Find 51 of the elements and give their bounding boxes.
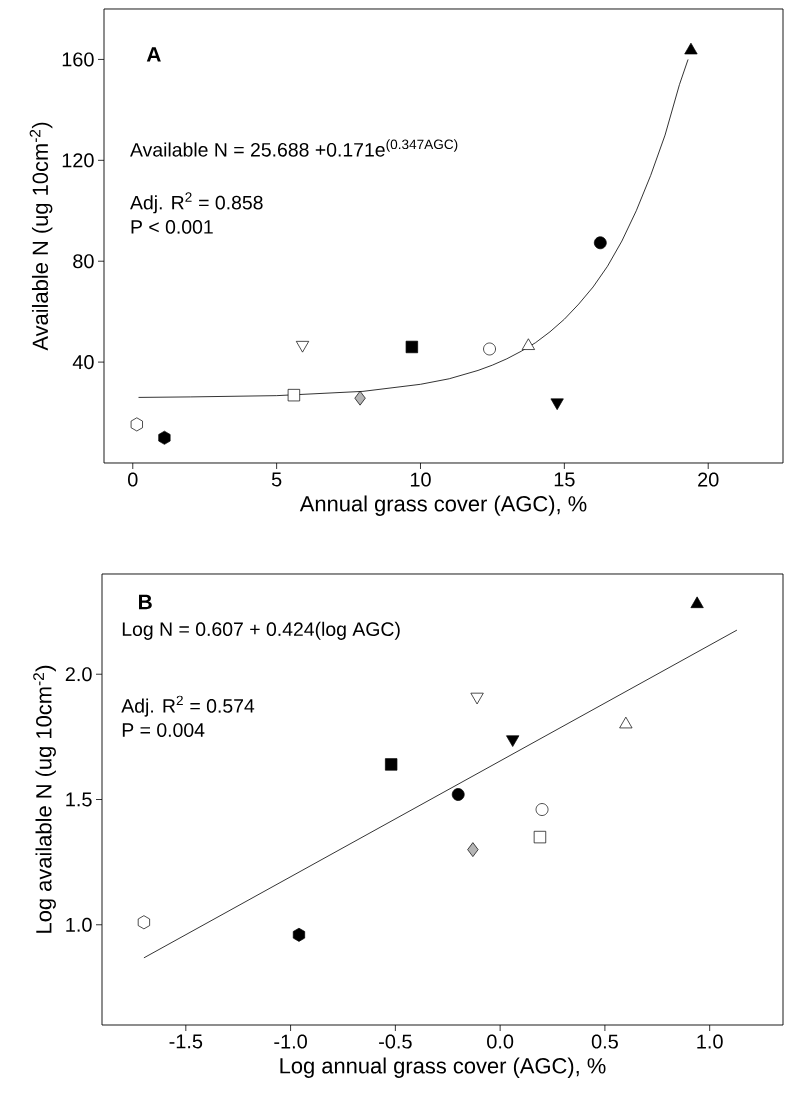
x-axis-title: Log annual grass cover (AGC), % — [280, 1057, 606, 1078]
point — [385, 758, 398, 771]
y-axis-title: Log available N (ug 10cm$^{-2}$) — [33, 665, 56, 933]
x-tick-label: 10 — [410, 472, 431, 487]
y-tick-label: 2.0 — [65, 667, 92, 682]
x-tick-label: -1.0 — [274, 1034, 307, 1049]
point — [593, 236, 607, 250]
x-tick-label: -0.5 — [379, 1034, 412, 1049]
point — [451, 788, 465, 801]
annotation: P < 0.001 — [131, 220, 213, 234]
point — [506, 735, 520, 747]
y-tick-label: 160 — [62, 52, 94, 67]
x-tick-label: 15 — [554, 472, 575, 487]
point — [483, 342, 496, 356]
point — [535, 803, 549, 816]
y-tick-label: 1.5 — [66, 792, 92, 807]
annotation: Available N = 25.688 +0.171e$^{(0.347AGC)}$ — [130, 139, 458, 157]
point — [292, 927, 306, 942]
annotation: Adj. R$^{2}$ = 0.858 — [130, 192, 263, 214]
point — [354, 390, 366, 406]
point — [405, 340, 419, 354]
point — [684, 42, 698, 55]
annotation: B — [139, 594, 152, 610]
annotation: Log N = 0.607 + 0.424(log AGC) — [122, 621, 400, 640]
annotation: Adj. R$^{2}$ = 0.574 — [121, 695, 255, 717]
x-tick-label: 0 — [128, 472, 138, 487]
point — [470, 692, 484, 705]
y-tick-label: 1.0 — [66, 917, 92, 932]
x-tick-label: 0.0 — [487, 1034, 514, 1049]
annotation: P = 0.004 — [122, 723, 205, 737]
y-axis-title: Available N (ug 10cm$^{-2}$) — [29, 122, 53, 351]
point — [158, 430, 171, 445]
x-tick-label: 0.5 — [591, 1034, 618, 1049]
point — [521, 338, 535, 350]
point — [690, 596, 704, 609]
point — [130, 417, 143, 432]
annotation: A — [146, 47, 161, 62]
x-axis-title: Annual grass cover (AGC), % — [299, 495, 587, 516]
point — [287, 388, 301, 402]
x-tick-label: -1.5 — [169, 1034, 203, 1049]
point — [550, 398, 564, 411]
x-tick-label: 20 — [698, 472, 719, 487]
y-tick-label: 80 — [73, 254, 94, 269]
point — [619, 716, 633, 729]
y-tick-label: 120 — [62, 153, 94, 168]
point — [467, 842, 479, 857]
point — [533, 830, 547, 844]
x-tick-label: 1.0 — [697, 1034, 723, 1049]
y-tick-label: 40 — [72, 355, 94, 370]
point — [137, 915, 150, 930]
x-tick-label: 5 — [271, 472, 282, 487]
